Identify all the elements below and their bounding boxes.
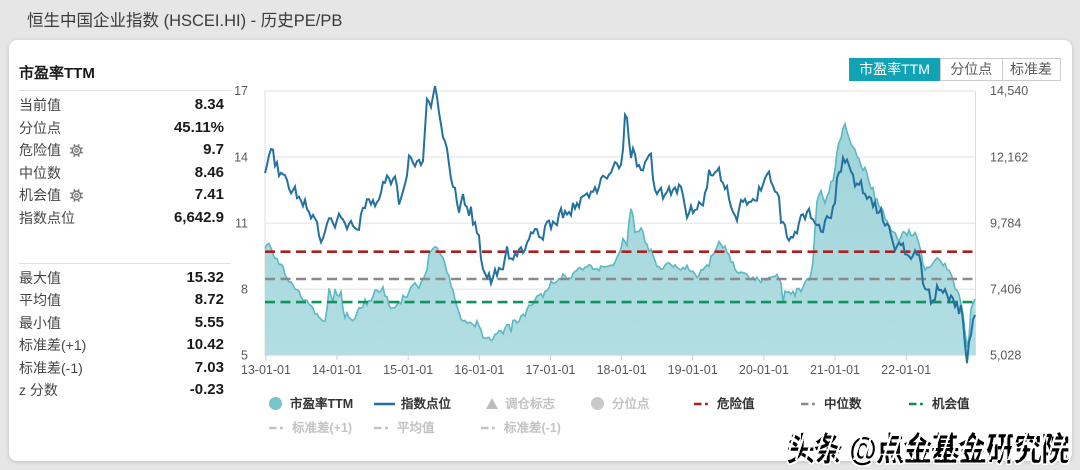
svg-text:11: 11: [235, 216, 248, 230]
svg-text:15-01-01: 15-01-01: [383, 363, 433, 377]
svg-text:14,540: 14,540: [990, 84, 1028, 98]
svg-text:22-01-01: 22-01-01: [881, 363, 931, 377]
svg-text:7,406: 7,406: [990, 282, 1021, 296]
svg-text:17: 17: [234, 84, 248, 98]
svg-text:5,028: 5,028: [990, 348, 1021, 362]
svg-text:21-01-01: 21-01-01: [810, 363, 860, 377]
svg-text:16-01-01: 16-01-01: [454, 363, 504, 377]
svg-text:18-01-01: 18-01-01: [597, 363, 647, 377]
svg-text:20-01-01: 20-01-01: [739, 363, 789, 377]
svg-text:13-01-01: 13-01-01: [241, 363, 291, 377]
svg-text:14: 14: [234, 150, 248, 164]
svg-text:14-01-01: 14-01-01: [312, 363, 362, 377]
svg-text:5: 5: [241, 348, 248, 362]
svg-text:8: 8: [241, 282, 248, 296]
svg-text:17-01-01: 17-01-01: [525, 363, 575, 377]
svg-text:19-01-01: 19-01-01: [668, 363, 718, 377]
svg-text:9,784: 9,784: [990, 216, 1021, 230]
svg-text:12,162: 12,162: [990, 150, 1028, 164]
